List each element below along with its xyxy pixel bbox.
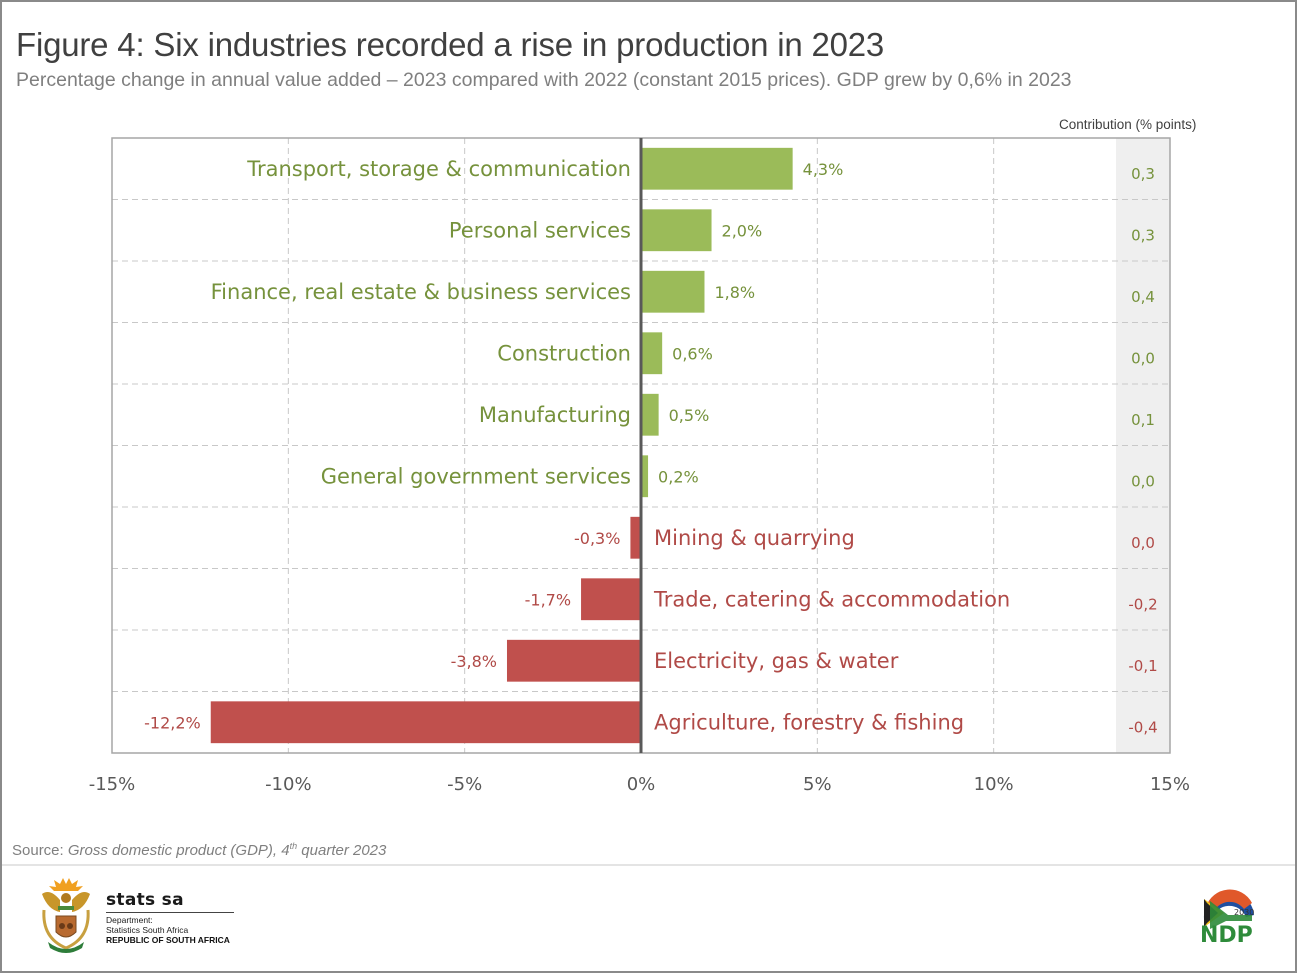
contribution-value: 0,1 <box>1131 411 1155 429</box>
coat-of-arms-icon <box>42 878 90 953</box>
x-tick-label: -15% <box>89 774 136 795</box>
source-prefix: Source: <box>12 842 68 859</box>
value-label: -12,2% <box>144 713 201 732</box>
contribution-value: 0,4 <box>1131 288 1155 306</box>
value-label: 4,3% <box>803 160 844 179</box>
category-label: General government services <box>321 464 631 488</box>
contribution-value: -0,2 <box>1128 595 1157 613</box>
statssa-department: Department: Statistics South Africa <box>106 915 189 935</box>
bar <box>210 701 641 744</box>
x-tick-label: 0% <box>627 774 656 795</box>
chart-subtitle: Percentage change in annual value added … <box>16 69 1072 91</box>
x-tick-label: 10% <box>974 774 1014 795</box>
value-label: -1,7% <box>525 590 571 609</box>
x-tick-label: -10% <box>265 774 312 795</box>
source-title: Gross domestic product (GDP), 4th quarte… <box>67 841 387 859</box>
value-label: 2,0% <box>722 221 763 240</box>
contribution-value: -0,4 <box>1128 718 1157 736</box>
contribution-value: 0,0 <box>1131 472 1155 490</box>
value-label: -3,8% <box>451 652 497 671</box>
category-label: Personal services <box>449 218 631 242</box>
bar-chart: 4,3% Transport, storage & communication 0,… <box>89 137 1190 795</box>
contribution-value: 0,3 <box>1131 226 1155 244</box>
category-label: Finance, real estate & business services <box>211 280 631 304</box>
category-label: Manufacturing <box>479 403 631 427</box>
category-label: Electricity, gas & water <box>654 649 899 673</box>
contribution-value: 0,0 <box>1131 349 1155 367</box>
x-tick-label: 5% <box>803 774 832 795</box>
footer-divider <box>2 864 1295 866</box>
bar <box>641 393 659 436</box>
value-label: 0,5% <box>669 406 710 425</box>
statssa-country: REPUBLIC OF SOUTH AFRICA <box>106 935 230 945</box>
svg-text:NDP: NDP <box>1200 923 1253 945</box>
value-label: 1,8% <box>714 283 755 302</box>
bar <box>641 270 705 313</box>
bar <box>581 578 641 621</box>
bar <box>506 639 641 682</box>
statssa-name: stats sa <box>106 890 184 910</box>
contribution-value: -0,1 <box>1128 657 1157 675</box>
bar <box>641 455 649 498</box>
ndp-logo: 2030 NDP <box>1198 885 1260 948</box>
value-label: -0,3% <box>574 529 620 548</box>
category-label: Trade, catering & accommodation <box>653 587 1010 611</box>
statssa-rule <box>106 912 234 913</box>
statssa-logo: stats sa Department: Statistics South Af… <box>36 876 246 956</box>
value-label: 0,2% <box>658 467 699 486</box>
contribution-value: 0,3 <box>1131 165 1155 183</box>
contribution-column-heading: Contribution (% points) <box>1059 117 1197 132</box>
source-superscript: th <box>289 841 298 851</box>
bar <box>630 516 641 559</box>
chart-title: Figure 4: Six industries recorded a rise… <box>16 26 885 63</box>
value-label: 0,6% <box>672 344 713 363</box>
x-tick-label: 15% <box>1150 774 1190 795</box>
ndp-flag-icon: 2030 NDP <box>1200 889 1254 948</box>
category-label: Transport, storage & communication <box>246 157 631 181</box>
contribution-value: 0,0 <box>1131 534 1155 552</box>
bar <box>641 332 663 375</box>
category-label: Construction <box>497 341 631 365</box>
bar <box>641 147 793 190</box>
bar <box>641 209 712 252</box>
category-label: Agriculture, forestry & fishing <box>654 710 964 734</box>
x-tick-label: -5% <box>447 774 482 795</box>
category-label: Mining & quarrying <box>654 526 855 550</box>
svg-text:2030: 2030 <box>1234 908 1254 917</box>
source-note: Source: Gross domestic product (GDP), 4t… <box>12 841 386 859</box>
